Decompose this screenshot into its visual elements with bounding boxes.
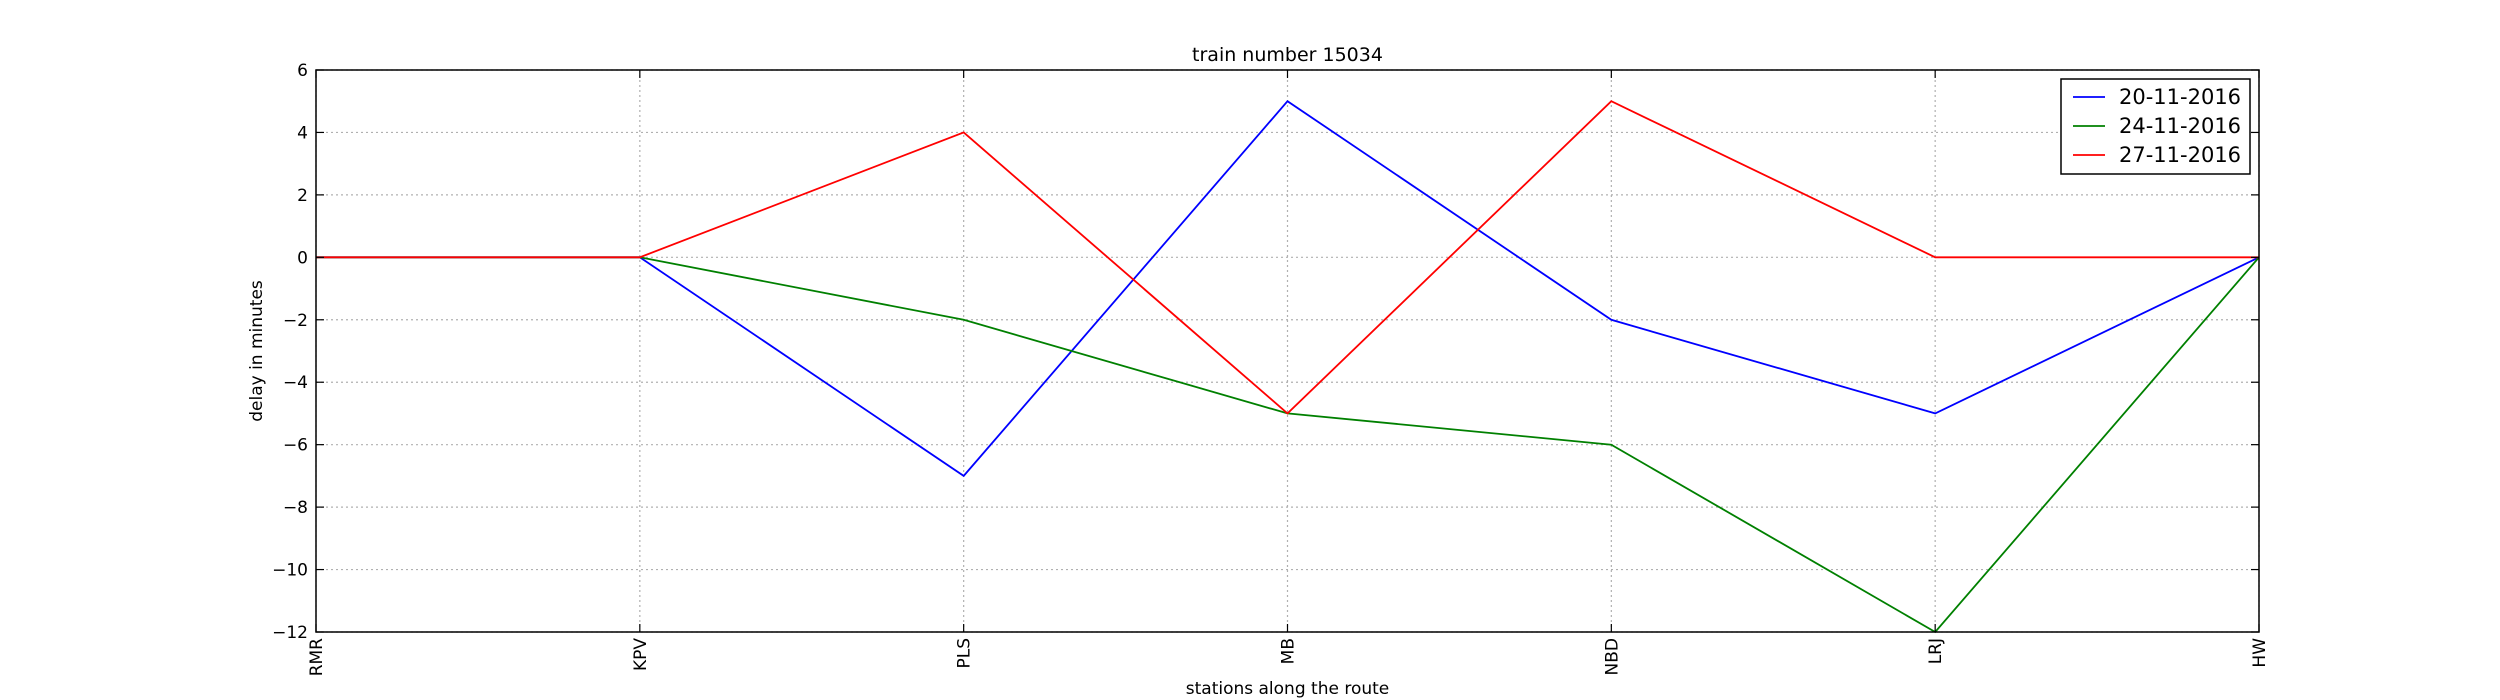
- x-tick-label: PLS: [955, 638, 975, 669]
- chart-title: train number 15034: [1192, 44, 1383, 66]
- gridlines: [315, 69, 2260, 633]
- y-tick-label: 2: [297, 186, 308, 206]
- series-line-27-11-2016: [316, 100, 2259, 415]
- legend-label: 27-11-2016: [2119, 143, 2241, 167]
- y-tick-label: −10: [272, 561, 308, 581]
- y-tick-label: 4: [297, 123, 308, 143]
- x-tick-label: KPV: [631, 638, 651, 671]
- y-tick-label: 6: [297, 61, 308, 81]
- x-tick-label: RMR: [307, 638, 327, 676]
- x-axis-label: stations along the route: [1186, 679, 1390, 699]
- y-tick-label: −4: [283, 373, 308, 393]
- legend: 20-11-2016 24-11-2016 27-11-2016: [2060, 78, 2251, 175]
- y-tick-label: −6: [283, 436, 308, 456]
- x-tick-label: MB: [1279, 638, 1299, 664]
- y-axis-label: delay in minutes: [247, 280, 267, 422]
- x-tick-label: NBD: [1602, 638, 1622, 675]
- legend-label: 24-11-2016: [2119, 114, 2241, 138]
- y-tick-label: 0: [297, 248, 308, 268]
- legend-label: 20-11-2016: [2119, 85, 2241, 109]
- series-line-20-11-2016: [316, 100, 2260, 478]
- y-tick-label: −12: [272, 623, 308, 643]
- y-tick-label: −8: [283, 498, 308, 518]
- x-tick-label: HW: [2250, 638, 2270, 668]
- x-tick-label: LRJ: [1926, 638, 1946, 664]
- y-tick-label: −2: [283, 311, 308, 331]
